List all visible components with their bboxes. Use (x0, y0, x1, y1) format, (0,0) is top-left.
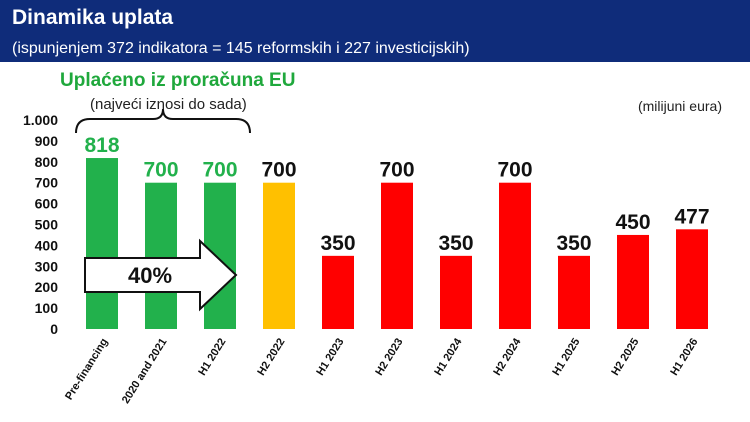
arrow-percent-label: 40% (128, 263, 172, 288)
page-subtitle: (ispunjenjem 372 indikatora = 145 reform… (12, 40, 470, 57)
y-tick-label: 500 (35, 217, 59, 233)
bar-h1-2023 (322, 255, 354, 329)
bar-pre-financing (86, 158, 118, 329)
units-label: (milijuni eura) (637, 98, 722, 114)
category-label: H2 2025 (609, 336, 641, 378)
value-label: 700 (261, 159, 296, 182)
value-label: 700 (202, 159, 237, 182)
bar-h2-2024 (499, 182, 531, 329)
category-label: H2 2023 (373, 336, 405, 378)
y-tick-label: 300 (35, 258, 59, 274)
category-label: H1 2024 (432, 335, 465, 377)
y-tick-label: 700 (35, 175, 59, 191)
bar-h1-2024 (440, 255, 472, 329)
category-label: H1 2023 (314, 336, 346, 378)
value-label: 700 (497, 159, 532, 182)
progress-arrow: 40% (84, 238, 238, 312)
bar-2020-and-2021 (145, 182, 177, 329)
category-label: H1 2026 (668, 336, 700, 378)
bar-h2-2025 (617, 234, 649, 329)
category-labels: Pre-financing 2020 and 2021 H1 2022 H2 2022… (63, 335, 700, 405)
bars (86, 158, 708, 329)
y-tick-label: 1.000 (23, 112, 58, 128)
y-axis: 0 100 200 300 400 500 600 700 800 900 1.000 (23, 112, 58, 337)
brace-shape (75, 108, 251, 134)
y-tick-label: 900 (35, 133, 59, 149)
category-label: H2 2022 (255, 336, 287, 378)
value-label: 350 (438, 232, 473, 255)
title-banner: Dinamika uplata (ispunjenjem 372 indikat… (0, 0, 750, 62)
y-tick-label: 200 (35, 279, 59, 295)
value-label: 700 (143, 159, 178, 182)
y-tick-label: 800 (35, 154, 59, 170)
bar-h1-2026 (676, 229, 708, 329)
category-label: 2020 and 2021 (120, 336, 170, 406)
bar-h1-2025 (558, 255, 590, 329)
bar-h2-2022 (263, 182, 295, 329)
y-tick-label: 400 (35, 237, 59, 253)
eu-brace (75, 108, 251, 134)
category-label: H1 2025 (550, 336, 582, 378)
y-tick-label: 600 (35, 196, 59, 212)
value-label: 350 (556, 232, 591, 255)
category-label: Pre-financing (63, 336, 110, 402)
page-title: Dinamika uplata (12, 6, 174, 29)
eu-paid-title: Uplaćeno iz proračuna EU (60, 70, 296, 91)
category-label: H2 2024 (491, 335, 524, 377)
category-label: H1 2022 (196, 336, 228, 378)
value-label: 477 (674, 205, 709, 228)
value-label: 700 (379, 159, 414, 182)
value-labels: 818 700 700 700 350 700 350 700 350 450 477 (84, 134, 709, 255)
arrow-shape (84, 238, 238, 312)
bar-h2-2023 (381, 182, 413, 329)
value-label: 350 (320, 232, 355, 255)
value-label: 450 (615, 211, 650, 234)
y-tick-label: 100 (35, 300, 59, 316)
y-tick-label: 0 (50, 321, 58, 337)
eu-paid-subtitle: (najveći iznosi do sada) (90, 96, 247, 113)
value-label: 818 (84, 134, 119, 157)
